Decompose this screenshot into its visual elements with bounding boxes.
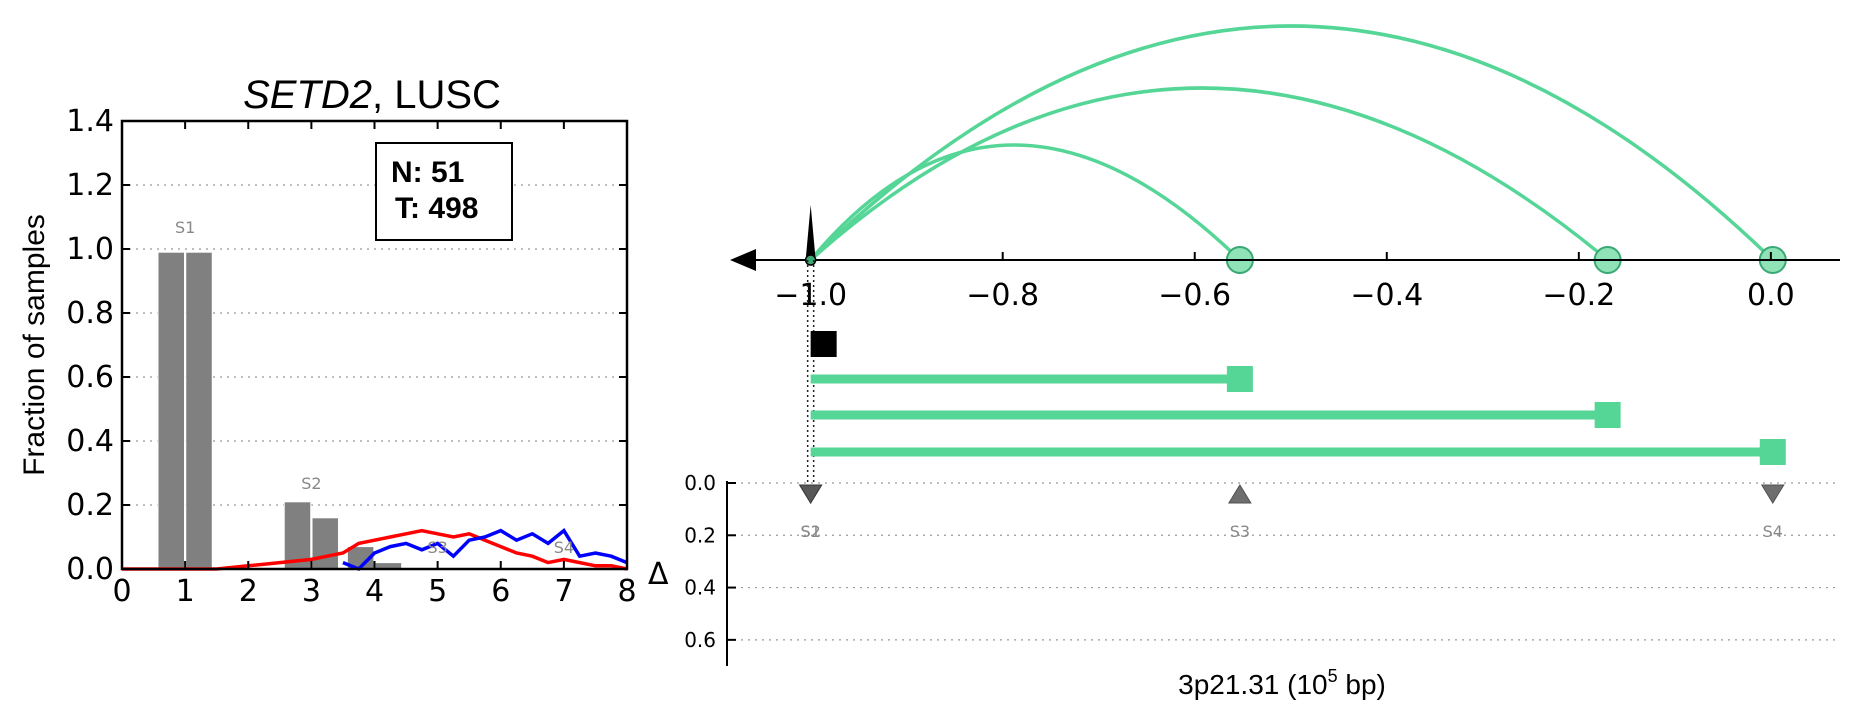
right-chart: −1.0 −0.8 −0.6 −0.4 −0.2 0.0 0.0 0.2 0.4 0.6 S1S2… [648, 24, 1840, 700]
genome-tick-label: 0.0 [1747, 278, 1795, 313]
y-tick-label: 0.2 [66, 488, 114, 523]
delta-marker-up-icon [1227, 484, 1252, 504]
y-tick-label: 1.4 [66, 104, 114, 139]
xlabel-sup: 5 [1328, 666, 1338, 686]
delta-axis-label: Δ [648, 557, 669, 592]
genome-tick-label: −0.6 [1158, 278, 1231, 313]
arcs [809, 24, 1787, 274]
x-tick-label: 0 [112, 574, 131, 609]
genome-tick-label: −1.0 [774, 278, 847, 313]
bar-labels: S1 S2 S3 S4 [175, 218, 574, 557]
series-line [122, 528, 628, 571]
y-tick-label: 0.4 [66, 424, 114, 459]
xlabel-tail: bp) [1338, 669, 1386, 700]
left-arrow-icon [730, 249, 756, 271]
y-axis-label: Fraction of samples [18, 214, 51, 476]
x-tick-label: 2 [239, 574, 258, 609]
left-chart: SETD2, LUSC S1 S2 S3 S4 0.0 0.2 0.4 0.6 0.8 1.0 1… [18, 73, 637, 609]
genome-x-axis-label: 3p21.31 (105 bp) [1178, 666, 1386, 700]
segment-end [1226, 366, 1253, 392]
series-line [342, 527, 628, 572]
y-tick-label: 0.8 [66, 296, 114, 331]
origin-spike [805, 205, 816, 260]
delta-tick-label: 0.4 [684, 576, 716, 600]
x-tick-label: 7 [554, 574, 573, 609]
legend-t: T: 498 [395, 192, 478, 225]
y-ticks: 0.0 0.2 0.4 0.6 0.8 1.0 1.2 1.4 [66, 104, 627, 587]
origin-square [810, 331, 837, 357]
left-chart-title: SETD2, LUSC [243, 73, 501, 117]
x-tick-label: 8 [617, 574, 636, 609]
arc [809, 24, 1775, 262]
bar [311, 517, 340, 570]
delta-marker-down-icon [1760, 484, 1785, 504]
y-tick-label: 0.6 [66, 360, 114, 395]
origin-dot [804, 254, 817, 266]
title-gene: SETD2 [243, 73, 372, 117]
series-lines [122, 527, 628, 572]
title-rest: , LUSC [372, 73, 501, 117]
legend-n: N: 51 [391, 156, 464, 189]
x-tick-label: 1 [176, 574, 195, 609]
delta-marker-label: S1 [800, 522, 820, 541]
genome-tick-label: −0.2 [1542, 278, 1615, 313]
segment-end [1594, 402, 1621, 428]
x-tick-label: 3 [302, 574, 321, 609]
arc [809, 86, 1609, 262]
delta-marker-down-icon [798, 484, 823, 504]
bars [157, 251, 403, 570]
genome-tick-label: −0.8 [966, 278, 1039, 313]
y-tick-label: 1.0 [66, 232, 114, 267]
genome-tick-label: −0.4 [1350, 278, 1423, 313]
x-tick-label: 6 [491, 574, 510, 609]
x-tick-label: 5 [428, 574, 447, 609]
bar [185, 251, 213, 570]
y-tick-label: 0.0 [66, 552, 114, 587]
delta-tick-label: 0.0 [684, 471, 716, 495]
y-tick-label: 1.2 [66, 168, 114, 203]
segments [810, 366, 1786, 465]
arc [809, 143, 1242, 262]
bar [157, 251, 185, 570]
bar-label: S2 [301, 474, 321, 493]
delta-marker-label: S2 [800, 522, 820, 541]
bar-label: S3 [427, 538, 447, 557]
segment-end [1759, 439, 1786, 465]
delta-marker-label: S4 [1763, 522, 1783, 541]
delta-tick-label: 0.6 [684, 628, 716, 652]
legend-box: N: 51 T: 498 [375, 142, 513, 241]
x-ticks: 0 1 2 3 4 5 6 7 8 [112, 121, 637, 609]
x-tick-label: 4 [365, 574, 384, 609]
bar-label: S4 [554, 538, 574, 557]
bar-label: S1 [175, 218, 195, 237]
delta-marker-label: S3 [1230, 522, 1250, 541]
delta-tick-label: 0.2 [684, 523, 716, 547]
xlabel-main: 3p21.31 (10 [1178, 669, 1327, 700]
genome-x-ticks: −1.0 −0.8 −0.6 −0.4 −0.2 0.0 [774, 252, 1795, 313]
